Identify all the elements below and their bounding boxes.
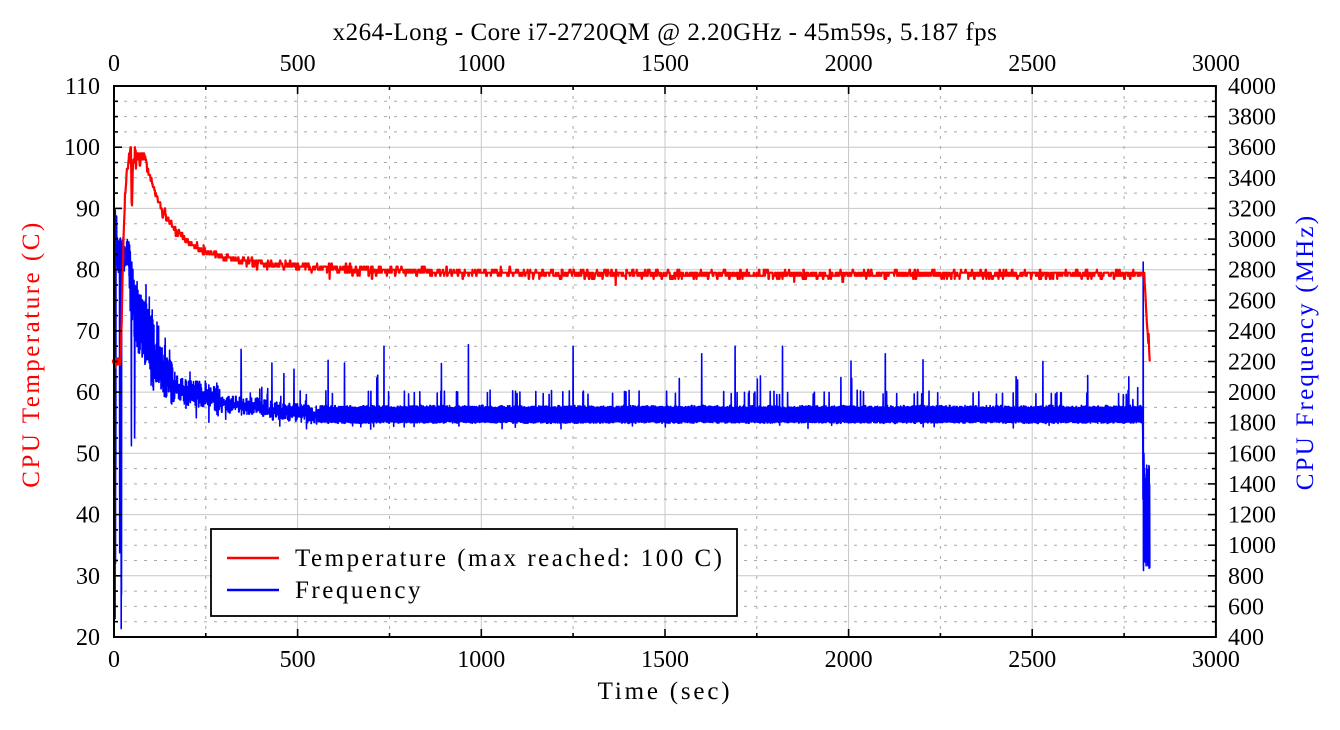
svg-text:2000: 2000 — [1228, 380, 1276, 406]
svg-text:1000: 1000 — [1228, 533, 1276, 559]
svg-text:1000: 1000 — [457, 647, 505, 673]
svg-text:1800: 1800 — [1228, 411, 1276, 437]
svg-text:800: 800 — [1228, 564, 1264, 590]
svg-text:2500: 2500 — [1008, 647, 1056, 673]
svg-text:CPU Temperature (C): CPU Temperature (C) — [18, 220, 45, 487]
svg-text:30: 30 — [76, 564, 100, 590]
svg-text:1400: 1400 — [1228, 472, 1276, 498]
svg-text:2500: 2500 — [1008, 51, 1056, 77]
svg-text:CPU Frequency (MHz): CPU Frequency (MHz) — [1292, 214, 1319, 490]
svg-text:70: 70 — [76, 319, 100, 345]
svg-text:20: 20 — [76, 625, 100, 651]
svg-text:110: 110 — [65, 74, 100, 100]
svg-text:1000: 1000 — [457, 51, 505, 77]
svg-text:1500: 1500 — [641, 647, 689, 673]
svg-text:3000: 3000 — [1228, 227, 1276, 253]
svg-text:2600: 2600 — [1228, 288, 1276, 314]
svg-text:Frequency: Frequency — [295, 577, 423, 604]
svg-text:3600: 3600 — [1228, 135, 1276, 161]
svg-text:50: 50 — [76, 441, 100, 467]
svg-text:1200: 1200 — [1228, 503, 1276, 529]
svg-text:2200: 2200 — [1228, 350, 1276, 376]
svg-text:500: 500 — [280, 51, 316, 77]
svg-text:4000: 4000 — [1228, 74, 1276, 100]
svg-text:80: 80 — [76, 258, 100, 284]
svg-text:2400: 2400 — [1228, 319, 1276, 345]
svg-text:Time (sec): Time (sec) — [598, 678, 733, 705]
svg-text:3800: 3800 — [1228, 105, 1276, 131]
svg-text:500: 500 — [280, 647, 316, 673]
svg-text:Temperature (max reached: 100: Temperature (max reached: 100 C) — [295, 545, 724, 572]
svg-text:600: 600 — [1228, 594, 1264, 620]
svg-text:x264-Long - Core i7-2720QM @ 2: x264-Long - Core i7-2720QM @ 2.20GHz - 4… — [333, 19, 998, 46]
svg-text:2000: 2000 — [825, 647, 873, 673]
svg-text:40: 40 — [76, 503, 100, 529]
svg-text:1500: 1500 — [641, 51, 689, 77]
svg-text:2800: 2800 — [1228, 258, 1276, 284]
svg-text:90: 90 — [76, 196, 100, 222]
svg-text:0: 0 — [108, 51, 120, 77]
svg-text:100: 100 — [64, 135, 100, 161]
svg-text:0: 0 — [108, 647, 120, 673]
svg-text:3200: 3200 — [1228, 196, 1276, 222]
svg-text:60: 60 — [76, 380, 100, 406]
svg-text:3000: 3000 — [1192, 647, 1240, 673]
svg-text:2000: 2000 — [825, 51, 873, 77]
svg-text:3000: 3000 — [1192, 51, 1240, 77]
svg-text:400: 400 — [1228, 625, 1264, 651]
svg-text:1600: 1600 — [1228, 441, 1276, 467]
svg-text:3400: 3400 — [1228, 166, 1276, 192]
